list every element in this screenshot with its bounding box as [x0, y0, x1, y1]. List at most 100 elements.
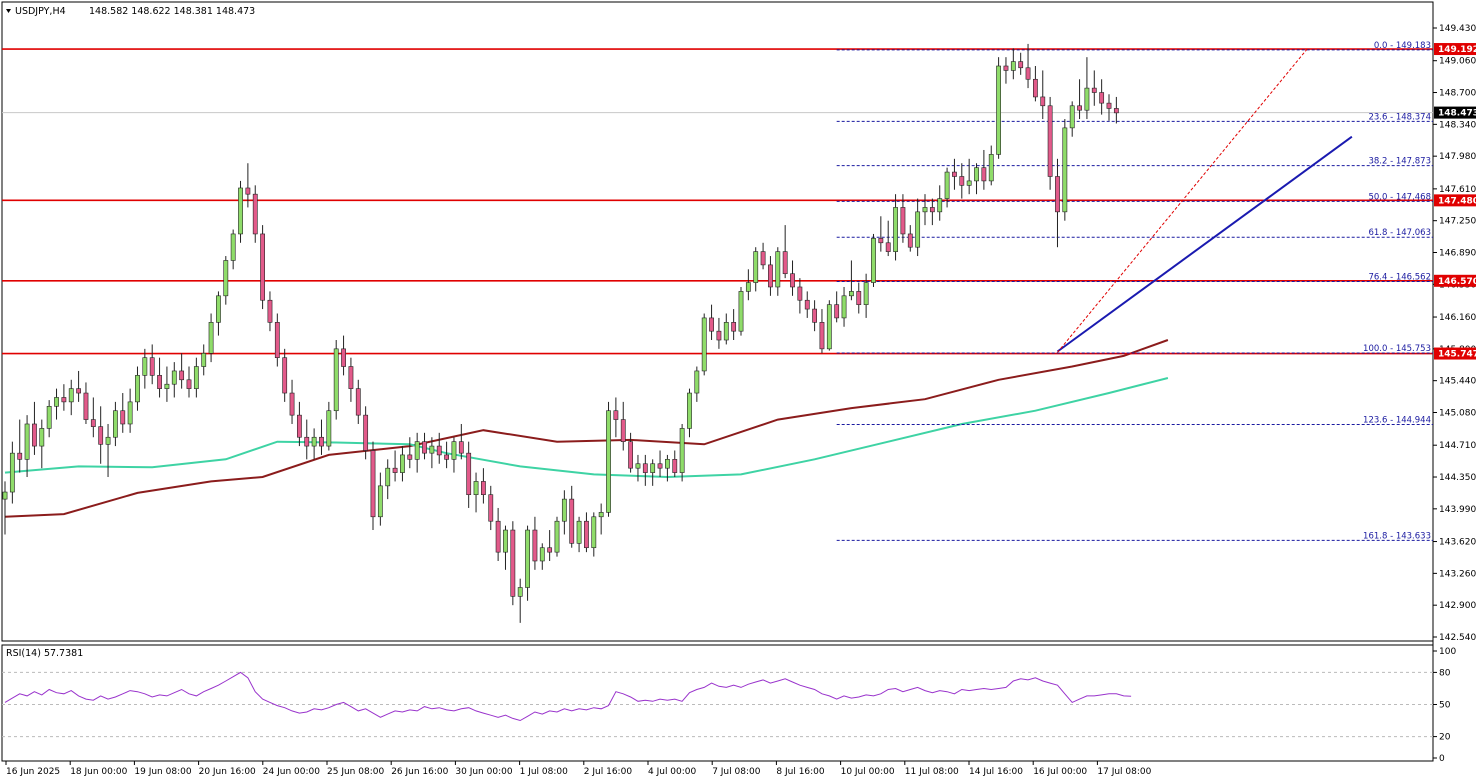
- price-tick-label: 143.990: [1439, 505, 1476, 515]
- fib-label: 50.0 - 147.468: [1368, 192, 1431, 202]
- price-tick-label: 147.250: [1439, 217, 1476, 227]
- bear-candle: [642, 463, 648, 473]
- bear-candle: [179, 370, 185, 381]
- price-tick-label: 142.900: [1439, 601, 1476, 611]
- bear-candle: [959, 176, 965, 186]
- bull-candle: [385, 467, 391, 487]
- bull-candle: [113, 410, 118, 438]
- bull-candle: [142, 357, 148, 376]
- bear-candle: [348, 366, 354, 389]
- bull-candle: [598, 512, 604, 518]
- bear-candle: [716, 330, 722, 341]
- bear-candle: [296, 414, 302, 438]
- bear-candle: [260, 233, 265, 301]
- bull-candle: [223, 260, 229, 297]
- bear-candle: [341, 348, 346, 367]
- time-tick-label: 30 Jun 00:00: [455, 767, 512, 777]
- rsi-tick-label: 80: [1439, 668, 1451, 678]
- price-tick-label: 148.700: [1439, 89, 1476, 99]
- bear-candle: [760, 251, 766, 266]
- rsi-series: [4, 671, 1132, 722]
- bull-candle: [996, 65, 1001, 155]
- bear-candle: [363, 414, 369, 451]
- bull-candle: [9, 452, 15, 493]
- bear-candle: [532, 529, 538, 562]
- bull-candle: [68, 388, 74, 403]
- bear-candle: [186, 379, 192, 389]
- time-tick-label: 4 Jul 00:00: [648, 767, 697, 777]
- bull-candle: [429, 445, 435, 454]
- triangle-down-icon[interactable]: [6, 9, 11, 13]
- fib-label: 100.0 - 145.753: [1363, 344, 1431, 354]
- bull-candle: [333, 348, 339, 412]
- bear-candle: [819, 322, 825, 350]
- price-axis: 149.430 149.060 148.700 148.340 147.980 147.6…: [1433, 24, 1476, 643]
- time-tick-label: 7 Jul 08:00: [712, 767, 761, 777]
- bull-candle: [326, 410, 332, 447]
- bear-candle: [120, 410, 126, 425]
- bear-candle: [17, 452, 23, 460]
- bear-candle: [98, 426, 104, 445]
- bear-candle: [768, 264, 773, 288]
- bull-candle: [576, 520, 582, 544]
- bull-candle: [46, 406, 52, 429]
- level-price-tag-label: 145.747: [1438, 350, 1479, 360]
- rsi-axis: 100 80 50 20 0: [1433, 647, 1456, 764]
- bull-candle: [606, 410, 611, 513]
- bear-candle: [856, 291, 862, 305]
- bull-candle: [915, 211, 921, 248]
- bear-candle: [672, 459, 678, 473]
- bear-candle: [252, 193, 258, 235]
- price-tick-label: 145.440: [1439, 377, 1476, 387]
- bull-candle: [922, 207, 928, 213]
- bear-candle: [804, 299, 810, 310]
- bull-candle: [127, 401, 133, 425]
- bull-candle: [966, 180, 972, 186]
- bear-candle: [709, 317, 714, 332]
- moving-averages: [4, 339, 1169, 518]
- bull-candle: [503, 529, 508, 553]
- bear-candle: [1047, 105, 1053, 177]
- support-trendline: [1056, 135, 1353, 353]
- bear-candle: [274, 322, 280, 358]
- bull-candle: [517, 587, 523, 597]
- price-tick-label: 147.610: [1439, 185, 1476, 195]
- price-tick-label: 143.260: [1439, 569, 1476, 579]
- price-tick-label: 146.160: [1439, 313, 1476, 323]
- bear-candle: [878, 238, 884, 244]
- bull-candle: [525, 529, 530, 588]
- time-tick-label: 18 Jun 00:00: [70, 767, 127, 777]
- rsi-tick-label: 100: [1439, 647, 1456, 657]
- bear-candle: [458, 441, 464, 454]
- bear-candle: [32, 423, 37, 447]
- bull-candle: [554, 520, 560, 553]
- bull-candle: [988, 154, 994, 182]
- fib-label: 76.4 - 146.562: [1368, 272, 1431, 282]
- bear-candle: [370, 450, 376, 518]
- bull-candle: [171, 370, 177, 385]
- bull-candle: [2, 491, 8, 500]
- bear-candle: [355, 388, 361, 416]
- price-tick-label: 144.350: [1439, 473, 1476, 483]
- rsi-tick-label: 20: [1439, 733, 1451, 743]
- bear-candle: [1077, 105, 1082, 111]
- bear-candle: [1003, 65, 1009, 71]
- rsi-pane-frame: [1, 644, 1434, 762]
- time-tick-label: 20 Jun 16:00: [199, 767, 256, 777]
- level-price-tag-label: 147.480: [1438, 196, 1479, 206]
- bear-candle: [929, 207, 935, 213]
- bull-candle: [841, 295, 847, 319]
- bear-candle: [1106, 102, 1112, 109]
- price-tick-label: 145.080: [1439, 408, 1476, 418]
- time-tick-label: 16 Jun 2025: [6, 767, 60, 777]
- bear-candle: [510, 529, 516, 597]
- bull-candle: [377, 485, 383, 518]
- bull-candle: [230, 233, 236, 261]
- time-tick-label: 10 Jul 00:00: [841, 767, 895, 777]
- bear-candle: [90, 419, 96, 427]
- trendlines: [1056, 48, 1353, 353]
- bull-candle: [701, 317, 707, 372]
- bear-candle: [731, 322, 737, 332]
- time-tick-label: 19 Jun 08:00: [134, 767, 191, 777]
